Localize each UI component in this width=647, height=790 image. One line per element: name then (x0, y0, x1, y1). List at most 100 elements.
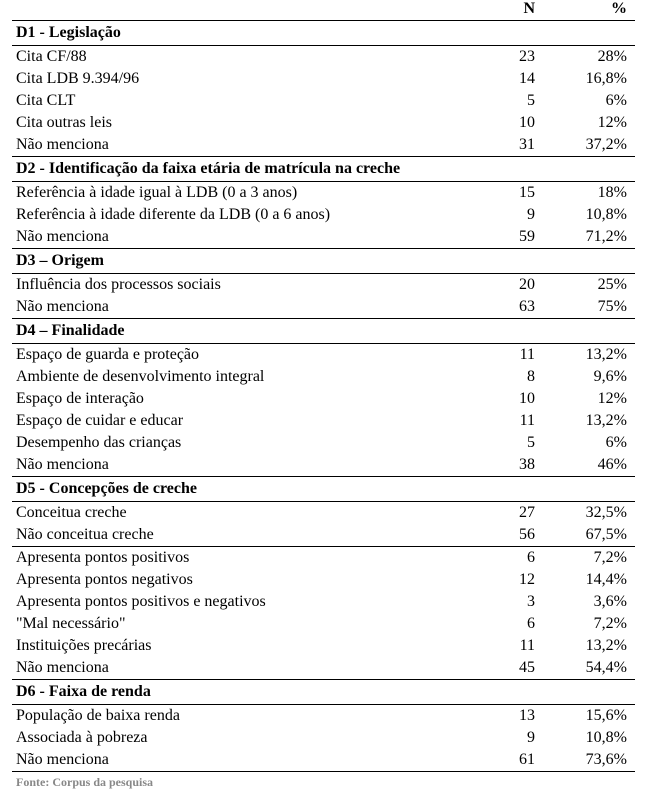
row-label: Cita CF/88 (12, 48, 475, 66)
row-n-value: 5 (475, 434, 555, 452)
row-pct-value: 67,5% (555, 526, 635, 544)
row-n-value: 11 (475, 412, 555, 430)
table-row: Não menciona6173,6% (12, 749, 635, 771)
data-table: N % D1 - LegislaçãoCita CF/882328%Cita L… (12, 0, 635, 790)
row-pct-value: 37,2% (555, 136, 635, 154)
row-pct-value: 12% (555, 114, 635, 132)
row-n-value: 38 (475, 456, 555, 474)
row-n-value: 11 (475, 637, 555, 655)
row-pct-value: 28% (555, 48, 635, 66)
section-title: D6 - Faixa de renda (12, 679, 635, 705)
row-pct-value: 7,2% (555, 549, 635, 567)
row-label: Apresenta pontos positivos e negativos (12, 593, 475, 611)
row-n-value: 10 (475, 390, 555, 408)
row-pct-value: 9,6% (555, 368, 635, 386)
table-row: Não conceitua creche5667,5% (12, 524, 635, 546)
table-row: Cita CF/882328% (12, 46, 635, 68)
row-n-value: 5 (475, 92, 555, 110)
row-n-value: 3 (475, 593, 555, 611)
table-row: Conceitua creche2732,5% (12, 502, 635, 524)
row-pct-value: 71,2% (555, 228, 635, 246)
table-row: Ambiente de desenvolvimento integral89,6… (12, 366, 635, 388)
row-label: Espaço de cuidar e educar (12, 412, 475, 430)
row-label: Referência à idade diferente da LDB (0 a… (12, 206, 475, 224)
row-label: Espaço de interação (12, 390, 475, 408)
row-label: Cita outras leis (12, 114, 475, 132)
row-label: Apresenta pontos negativos (12, 571, 475, 589)
column-headers: N % (12, 0, 635, 20)
row-pct-value: 15,6% (555, 707, 635, 725)
section-title: D4 – Finalidade (12, 318, 635, 344)
row-pct-value: 16,8% (555, 70, 635, 88)
section-title: D5 - Concepções de creche (12, 476, 635, 502)
row-n-value: 9 (475, 206, 555, 224)
row-label: Não menciona (12, 751, 475, 769)
row-label: Ambiente de desenvolvimento integral (12, 368, 475, 386)
row-n-value: 59 (475, 228, 555, 246)
row-pct-value: 32,5% (555, 504, 635, 522)
row-pct-value: 7,2% (555, 615, 635, 633)
table-row: Não menciona3846% (12, 454, 635, 476)
row-label: Cita CLT (12, 92, 475, 110)
column-header-n: N (475, 0, 555, 18)
row-n-value: 63 (475, 298, 555, 316)
row-pct-value: 3,6% (555, 593, 635, 611)
table-row: População de baixa renda1315,6% (12, 705, 635, 727)
row-label: Não menciona (12, 228, 475, 246)
row-pct-value: 18% (555, 184, 635, 202)
table-row: Instituições precárias1113,2% (12, 635, 635, 657)
row-label: Não menciona (12, 136, 475, 154)
table-row: Não menciona3137,2% (12, 134, 635, 156)
table-row: Não menciona5971,2% (12, 226, 635, 248)
row-n-value: 6 (475, 615, 555, 633)
table-row: Não menciona4554,4% (12, 657, 635, 679)
row-n-value: 12 (475, 571, 555, 589)
row-label: Associada à pobreza (12, 729, 475, 747)
row-pct-value: 54,4% (555, 659, 635, 677)
row-pct-value: 75% (555, 298, 635, 316)
table-row: Apresenta pontos positivos e negativos33… (12, 591, 635, 613)
row-n-value: 15 (475, 184, 555, 202)
row-label: Não menciona (12, 659, 475, 677)
table-row: Desempenho das crianças56% (12, 432, 635, 454)
row-pct-value: 6% (555, 434, 635, 452)
section-title: D1 - Legislação (12, 20, 635, 46)
row-n-value: 6 (475, 549, 555, 567)
row-pct-value: 73,6% (555, 751, 635, 769)
row-pct-value: 13,2% (555, 412, 635, 430)
row-n-value: 31 (475, 136, 555, 154)
row-n-value: 14 (475, 70, 555, 88)
row-n-value: 27 (475, 504, 555, 522)
table-row: Espaço de cuidar e educar1113,2% (12, 410, 635, 432)
table-row: Influência dos processos sociais2025% (12, 274, 635, 296)
table-row: Referência à idade diferente da LDB (0 a… (12, 204, 635, 226)
row-label: Referência à idade igual à LDB (0 a 3 an… (12, 184, 475, 202)
column-header-pct: % (555, 0, 635, 18)
table-row: Cita outras leis1012% (12, 112, 635, 134)
row-pct-value: 13,2% (555, 637, 635, 655)
row-label: Influência dos processos sociais (12, 276, 475, 294)
sections-container: D1 - LegislaçãoCita CF/882328%Cita LDB 9… (12, 20, 635, 771)
row-label: Espaço de guarda e proteção (12, 346, 475, 364)
table-row: Apresenta pontos positivos67,2% (12, 546, 635, 569)
row-label: População de baixa renda (12, 707, 475, 725)
row-n-value: 20 (475, 276, 555, 294)
row-label: Apresenta pontos positivos (12, 549, 475, 567)
row-pct-value: 12% (555, 390, 635, 408)
row-label: Não menciona (12, 298, 475, 316)
row-pct-value: 6% (555, 92, 635, 110)
table-row: Espaço de interação1012% (12, 388, 635, 410)
table-row: Cita LDB 9.394/961416,8% (12, 68, 635, 90)
row-n-value: 23 (475, 48, 555, 66)
row-label: Cita LDB 9.394/96 (12, 70, 475, 88)
row-n-value: 10 (475, 114, 555, 132)
table-footer: Fonte: Corpus da pesquisa (12, 771, 635, 790)
row-n-value: 61 (475, 751, 555, 769)
row-n-value: 45 (475, 659, 555, 677)
row-label: Desempenho das crianças (12, 434, 475, 452)
row-pct-value: 46% (555, 456, 635, 474)
row-pct-value: 10,8% (555, 206, 635, 224)
row-label: Conceitua creche (12, 504, 475, 522)
row-pct-value: 10,8% (555, 729, 635, 747)
section-title: D2 - Identificação da faixa etária de ma… (12, 156, 635, 182)
